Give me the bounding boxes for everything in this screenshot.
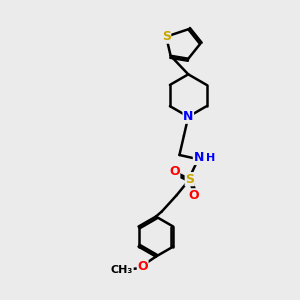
Text: CH₃: CH₃ [111, 265, 133, 275]
Text: S: S [185, 172, 194, 186]
Text: O: O [169, 165, 180, 178]
Text: H: H [206, 153, 215, 163]
Text: S: S [162, 30, 171, 43]
Text: O: O [137, 260, 148, 273]
Text: O: O [189, 189, 200, 202]
Text: N: N [194, 152, 204, 164]
Text: N: N [183, 110, 194, 123]
